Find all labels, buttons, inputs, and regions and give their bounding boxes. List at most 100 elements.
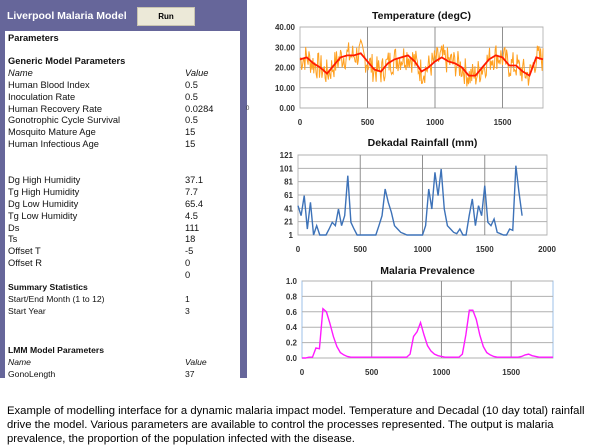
parameter-value[interactable]: 0 [185,258,191,269]
parameter-value[interactable]: 37.1 [185,175,204,185]
parameter-row: Mosquito Mature Age 15 [8,127,238,139]
x-tick-label: 0 [300,368,305,377]
x-tick-label: 1500 [476,245,494,254]
y-tick-label: 40.00 [275,23,296,32]
rainfall-chart-title: Dekadal Rainfall (mm) [367,137,478,149]
parameter-value[interactable]: 4.5 [185,210,198,221]
raw-temperature-line [299,38,544,87]
parameter-value[interactable]: 0.5 [185,115,198,126]
parameter-name: Mosquito Mature Age [8,127,96,138]
parameter-row: GonoLength 37 [8,369,238,381]
model-panel: Liverpool Malaria Model Run Parameters G… [0,0,250,381]
humidity-parameters: Dg High Humidity 37.1 Tg High Humidity 7.7 D… [8,175,238,282]
parameter-value[interactable]: 111 [185,222,200,233]
parameter-name: Offset T [8,246,41,257]
parameter-name: Start Year [8,305,46,316]
parameter-row: Offset R 0 [8,258,238,270]
y-tick-label: 0.0 [286,354,298,363]
run-button[interactable]: Run [137,7,195,26]
parameter-value[interactable]: 15 [185,127,196,138]
y-tick-label: 30.00 [275,43,296,52]
parameter-name: Offset R [8,258,42,269]
y-tick-label: 1 [289,231,294,240]
x-tick-label: 1000 [414,245,432,254]
parameter-row: Human Recovery Rate 0.0284 [8,104,238,116]
lmm-parameters: LMM Model Parameters Name Value GonoLengt… [8,345,238,381]
y-tick-label: 1.0 [286,277,298,286]
parameter-name: Start/End Month (1 to 12) [8,293,105,304]
prevalence-chart-title: Malaria Prevalence [380,265,475,277]
value-header: Value [185,67,209,78]
parameter-value[interactable]: 0.0284 [185,103,214,114]
y-tick-label: 10.00 [275,84,296,93]
stray-cell-value: 0 [246,106,250,112]
y-tick-label: 81 [284,178,293,187]
smoothed-temperature-line [299,52,544,77]
y-tick-label: 0.2 [286,339,298,348]
rainfall-line [297,165,523,236]
parameter-name: Tg Low Humidity [8,210,78,221]
app-title: Liverpool Malaria Model [7,10,127,22]
y-tick-label: 0.6 [286,308,298,317]
parameter-value[interactable]: 7.7 [185,186,198,197]
parameter-value[interactable]: -5 [185,246,194,257]
name-header: Name [8,356,31,367]
x-tick-label: 1000 [433,368,451,377]
parameter-row: Start Year 3 [8,306,238,318]
y-tick-label: 0.4 [286,323,298,332]
parameter-name: Dg High Humidity [8,175,81,185]
parameters-heading: Parameters [8,33,59,43]
parameter-row: Ds 111 [8,223,238,235]
parameter-name: Tg High Humidity [8,186,80,197]
parameter-row: Human Infectious Age 15 [8,139,238,151]
y-tick-label: 121 [280,151,294,160]
parameter-name: Human Recovery Rate [8,103,103,114]
prevalence-chart: 0.0 0.2 0.4 0.6 0.8 1.0 0 500 1000 1500 [286,277,554,377]
y-tick-label: 0.8 [286,292,298,301]
parameter-name: Dg Low Humidity [8,198,79,209]
x-tick-label: 0 [296,245,301,254]
x-tick-label: 0 [298,118,303,127]
parameter-row: Offset T -5 [8,246,238,258]
y-tick-label: 41 [284,204,293,213]
parameter-value[interactable]: 1 [185,293,190,304]
parameter-row: 0 [8,270,238,282]
x-tick-label: 500 [365,368,379,377]
figure-caption: Example of modelling interface for a dyn… [7,405,585,445]
parameter-row: Ts 18 [8,234,238,246]
parameter-name: GonoLength [8,368,56,379]
x-tick-label: 500 [354,245,368,254]
parameter-name: Human Infectious Age [8,139,99,150]
parameter-row: Inoculation Rate 0.5 [8,92,238,104]
temperature-chart-title: Temperature (degC) [372,10,471,22]
parameter-value[interactable]: 3 [185,305,190,316]
value-header: Value [185,356,207,367]
parameter-value[interactable]: 0 [185,270,191,281]
parameter-row: Start/End Month (1 to 12) 1 [8,294,238,306]
parameter-value[interactable]: 18 [185,234,196,245]
prevalence-line [302,307,553,359]
y-tick-label: 20.00 [275,64,296,73]
parameter-sheet: Parameters Generic Model Parameters Name… [5,31,240,381]
parameter-value[interactable]: 0.5 [185,91,198,102]
parameter-row: Tg High Humidity 7.7 [8,187,238,199]
parameter-value[interactable]: 65.4 [185,198,204,209]
parameter-name: Ts [8,234,18,245]
parameter-row: Dg Low Humidity 65.4 [8,199,238,211]
parameter-value[interactable]: 37 [185,368,195,379]
parameter-name: Gonotrophic Cycle Survival [8,115,121,126]
parameter-name: Inoculation Rate [8,91,76,102]
x-tick-label: 2000 [538,245,556,254]
summary-heading: Summary Statistics [8,282,88,292]
x-tick-label: 1000 [426,118,444,127]
x-tick-label: 1500 [502,368,520,377]
parameter-row: Tg Low Humidity 4.5 [8,211,238,223]
summary-statistics: Summary Statistics Start/End Month (1 to… [8,282,238,318]
parameter-value[interactable]: 15 [185,139,196,150]
y-tick-label: 21 [284,218,293,227]
parameter-row: Human Blood Index 0.5 [8,80,238,92]
parameter-value[interactable]: 0.5 [185,79,198,90]
parameter-row: Dg High Humidity 37.1 [8,175,238,187]
y-tick-label: 101 [280,164,294,173]
